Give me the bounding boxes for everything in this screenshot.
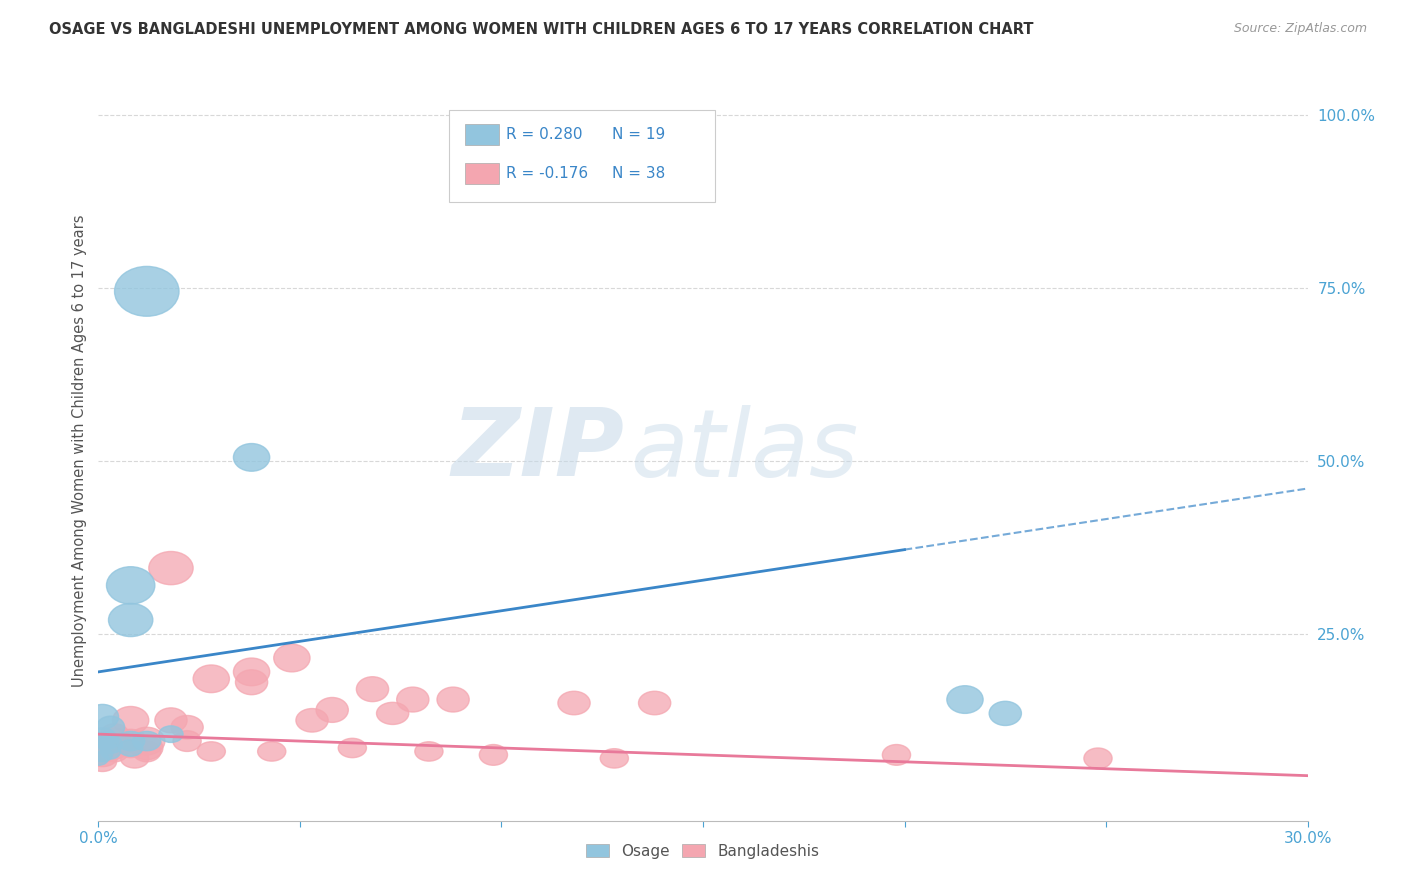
Ellipse shape xyxy=(644,112,681,139)
Bar xyxy=(465,163,499,184)
Ellipse shape xyxy=(84,734,121,762)
Ellipse shape xyxy=(100,737,129,759)
Ellipse shape xyxy=(131,736,163,760)
Ellipse shape xyxy=(149,551,193,584)
Ellipse shape xyxy=(132,741,160,762)
Ellipse shape xyxy=(396,687,429,712)
Y-axis label: Unemployment Among Women with Children Ages 6 to 17 years: Unemployment Among Women with Children A… xyxy=(72,214,87,687)
Ellipse shape xyxy=(479,745,508,765)
Ellipse shape xyxy=(274,644,311,672)
Ellipse shape xyxy=(89,751,108,765)
Ellipse shape xyxy=(94,732,118,749)
Ellipse shape xyxy=(159,726,183,742)
Ellipse shape xyxy=(118,739,143,756)
Ellipse shape xyxy=(89,728,117,747)
Ellipse shape xyxy=(117,739,145,757)
Ellipse shape xyxy=(108,603,153,637)
Ellipse shape xyxy=(98,736,122,754)
Legend: Osage, Bangladeshis: Osage, Bangladeshis xyxy=(581,838,825,865)
Ellipse shape xyxy=(339,739,367,757)
Ellipse shape xyxy=(233,658,270,686)
Ellipse shape xyxy=(172,715,204,739)
Ellipse shape xyxy=(114,730,146,753)
Ellipse shape xyxy=(197,742,225,761)
Ellipse shape xyxy=(1084,748,1112,769)
Ellipse shape xyxy=(295,708,328,732)
Ellipse shape xyxy=(132,731,160,751)
Ellipse shape xyxy=(356,677,388,702)
Ellipse shape xyxy=(100,741,129,762)
Ellipse shape xyxy=(235,670,267,695)
Ellipse shape xyxy=(86,743,118,766)
Ellipse shape xyxy=(946,686,983,714)
Ellipse shape xyxy=(121,748,149,768)
Text: N = 38: N = 38 xyxy=(613,166,665,181)
FancyBboxPatch shape xyxy=(449,110,716,202)
Ellipse shape xyxy=(316,698,349,723)
Ellipse shape xyxy=(155,708,187,732)
Ellipse shape xyxy=(173,731,201,751)
Ellipse shape xyxy=(86,705,118,730)
Text: OSAGE VS BANGLADESHI UNEMPLOYMENT AMONG WOMEN WITH CHILDREN AGES 6 TO 17 YEARS C: OSAGE VS BANGLADESHI UNEMPLOYMENT AMONG … xyxy=(49,22,1033,37)
Ellipse shape xyxy=(117,731,145,751)
Ellipse shape xyxy=(97,716,125,739)
Ellipse shape xyxy=(114,267,179,317)
Ellipse shape xyxy=(600,748,628,768)
Ellipse shape xyxy=(883,745,911,765)
Ellipse shape xyxy=(98,728,131,755)
Text: Source: ZipAtlas.com: Source: ZipAtlas.com xyxy=(1233,22,1367,36)
Ellipse shape xyxy=(89,752,117,772)
Text: N = 19: N = 19 xyxy=(613,127,665,142)
Ellipse shape xyxy=(100,744,121,759)
Ellipse shape xyxy=(107,566,155,604)
Ellipse shape xyxy=(558,691,591,714)
Ellipse shape xyxy=(377,702,409,724)
Text: ZIP: ZIP xyxy=(451,404,624,497)
Ellipse shape xyxy=(257,742,285,761)
Ellipse shape xyxy=(93,748,112,762)
Ellipse shape xyxy=(100,723,129,745)
Ellipse shape xyxy=(112,706,149,734)
Ellipse shape xyxy=(193,665,229,692)
Ellipse shape xyxy=(129,727,165,755)
Ellipse shape xyxy=(415,742,443,761)
Ellipse shape xyxy=(437,687,470,712)
Ellipse shape xyxy=(990,701,1021,725)
Bar xyxy=(465,124,499,145)
Text: R = -0.176: R = -0.176 xyxy=(506,166,588,181)
Text: atlas: atlas xyxy=(630,405,859,496)
Ellipse shape xyxy=(638,691,671,714)
Text: R = 0.280: R = 0.280 xyxy=(506,127,582,142)
Ellipse shape xyxy=(233,443,270,471)
